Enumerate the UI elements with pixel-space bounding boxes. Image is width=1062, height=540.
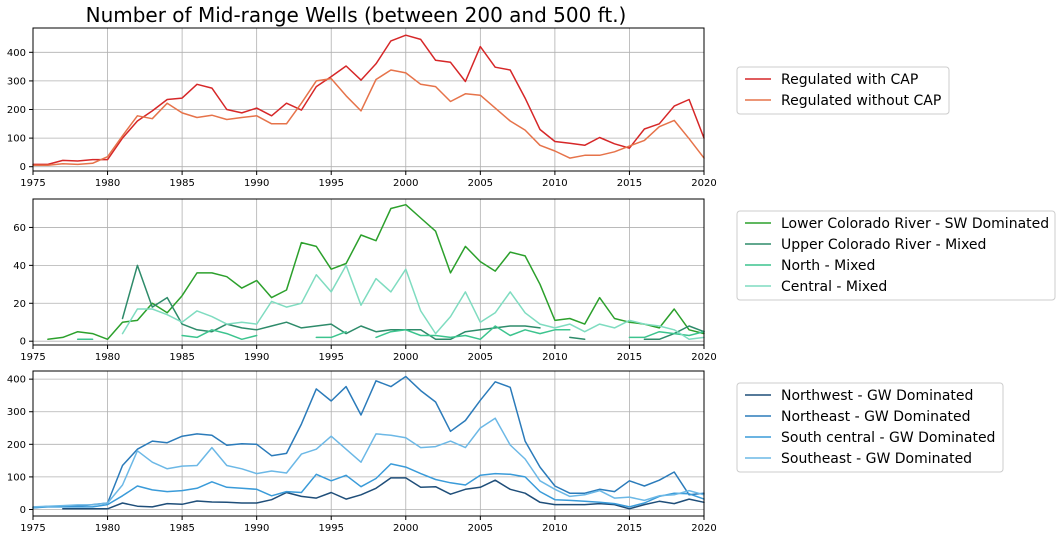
y-tick-label: 400 (7, 48, 26, 59)
x-tick-label: 1980 (95, 523, 120, 534)
x-tick-label: 1990 (244, 178, 269, 189)
x-tick-label: 2020 (691, 523, 716, 534)
series-line-3-3 (32, 463, 705, 509)
x-tick-label: 1995 (318, 352, 343, 363)
series-line-2-1 (47, 203, 705, 341)
x-tick-label: 1990 (244, 352, 269, 363)
x-tick-label: 2005 (468, 523, 493, 534)
x-tick-label: 2005 (468, 352, 493, 363)
panel-2: 1975 1980 1985 1990 1995 2000 2005 2010 2015 2020… (13, 198, 1056, 363)
legend-label: Regulated with CAP (781, 72, 918, 88)
legend-box (736, 382, 1004, 473)
x-tick-label: 2005 (468, 178, 493, 189)
x-tick-label: 1985 (169, 523, 194, 534)
legend: Lower Colorado River - SW Dominated Upper… (736, 210, 1056, 301)
x-tick-label: 1990 (244, 523, 269, 534)
legend-label: North - Mixed (781, 258, 875, 274)
series-line-2-2 (643, 325, 705, 341)
series-line-2-3 (375, 325, 571, 341)
series-line-3-4 (32, 417, 705, 508)
series-line-2-3 (628, 330, 705, 339)
axes-frame (32, 27, 705, 172)
x-tick-label: 2000 (393, 178, 418, 189)
legend-label: Regulated without CAP (781, 93, 941, 109)
axes-frame (32, 370, 705, 517)
legend-label: Central - Mixed (781, 279, 887, 295)
axes-frame (32, 198, 705, 346)
legend-label: Upper Colorado River - Mixed (781, 237, 986, 253)
panel-1: 1975 1980 1985 1990 1995 2000 2005 2010 2015 2020… (7, 27, 950, 189)
legend-label: South central - GW Dominated (781, 430, 995, 446)
legend-label: Lower Colorado River - SW Dominated (781, 216, 1049, 232)
y-tick-label: 0 (20, 337, 26, 348)
series-line-2-3 (181, 329, 258, 341)
x-tick-label: 2000 (393, 523, 418, 534)
series-line-2-2 (569, 336, 586, 341)
legend-label: Northwest - GW Dominated (781, 388, 973, 404)
chart-title: Number of Mid-range Wells (between 200 a… (86, 3, 627, 27)
x-tick-label: 2020 (691, 352, 716, 363)
x-tick-label: 2015 (617, 352, 642, 363)
series-line-2-4 (121, 264, 705, 341)
x-tick-label: 2020 (691, 178, 716, 189)
series-line-3-1 (62, 477, 705, 510)
y-tick-label: 40 (13, 261, 26, 272)
x-tick-label: 2010 (542, 352, 567, 363)
y-tick-label: 400 (7, 375, 26, 386)
y-tick-label: 20 (13, 299, 26, 310)
series-line-1-2 (32, 69, 705, 167)
series-line-2-3 (315, 330, 347, 339)
x-tick-label: 1995 (318, 523, 343, 534)
x-tick-label: 2015 (617, 178, 642, 189)
legend: Regulated with CAP Regulated without CAP (736, 66, 950, 115)
x-tick-label: 1975 (20, 523, 45, 534)
x-tick-label: 1985 (169, 352, 194, 363)
y-tick-label: 100 (7, 472, 26, 483)
panel-3: 1975 1980 1985 1990 1995 2000 2005 2010 2015 2020… (7, 370, 1004, 534)
series-line-2-2 (121, 264, 541, 341)
y-tick-label: 0 (20, 505, 26, 516)
y-tick-label: 300 (7, 76, 26, 87)
legend-box (736, 210, 1056, 301)
y-tick-label: 0 (20, 162, 26, 173)
x-tick-label: 2000 (393, 352, 418, 363)
y-tick-label: 300 (7, 407, 26, 418)
x-tick-label: 2015 (617, 523, 642, 534)
x-tick-label: 1975 (20, 178, 45, 189)
y-tick-label: 200 (7, 105, 26, 116)
legend-label: Northeast - GW Dominated (781, 409, 971, 425)
legend: Northwest - GW Dominated Northeast - GW D… (736, 382, 1004, 473)
y-tick-label: 200 (7, 440, 26, 451)
x-tick-label: 1995 (318, 178, 343, 189)
x-tick-label: 1980 (95, 178, 120, 189)
legend-label: Southeast - GW Dominated (781, 451, 972, 467)
series-line-3-2 (32, 375, 705, 509)
series-line-1-1 (32, 34, 705, 166)
y-tick-label: 60 (13, 223, 26, 234)
x-tick-label: 2010 (542, 523, 567, 534)
legend-box (736, 66, 950, 115)
y-tick-label: 100 (7, 134, 26, 145)
x-tick-label: 2010 (542, 178, 567, 189)
panels: 1975 1980 1985 1990 1995 2000 2005 2010 2015 2020… (7, 27, 1056, 534)
x-tick-label: 1975 (20, 352, 45, 363)
x-tick-label: 1985 (169, 178, 194, 189)
x-tick-label: 1980 (95, 352, 120, 363)
